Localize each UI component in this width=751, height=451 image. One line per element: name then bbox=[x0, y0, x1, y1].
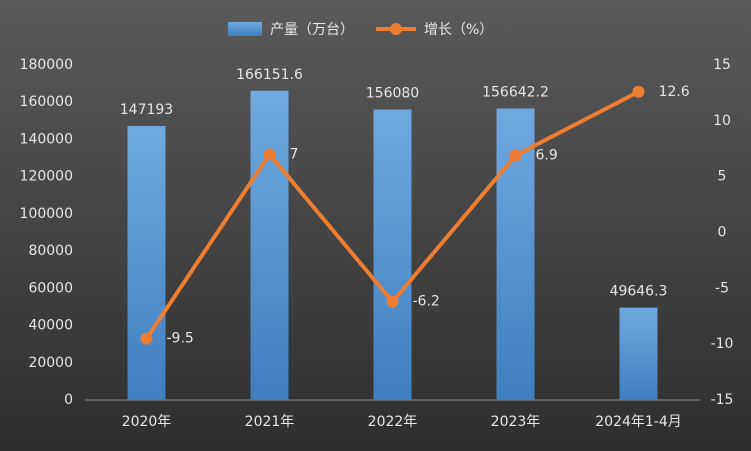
line-value-label: -6.2 bbox=[413, 294, 440, 310]
bar-value-label: 156080 bbox=[366, 86, 419, 102]
line-point bbox=[386, 295, 399, 308]
line-point bbox=[509, 149, 522, 162]
y2-tick-label: 15 bbox=[713, 57, 731, 73]
y-tick-label: 60000 bbox=[28, 280, 73, 296]
legend-swatch bbox=[390, 23, 402, 35]
y2-tick-label: -10 bbox=[711, 336, 734, 352]
y2-tick-label: -15 bbox=[711, 392, 734, 408]
bar-value-label: 156642.2 bbox=[482, 84, 549, 100]
y-tick-label: 140000 bbox=[20, 131, 73, 147]
bar-value-label: 166151.6 bbox=[236, 67, 303, 83]
y2-tick-label: 5 bbox=[718, 169, 727, 185]
y-tick-label: 80000 bbox=[28, 243, 73, 259]
y-tick-label: 40000 bbox=[28, 318, 73, 334]
line-value-label: -9.5 bbox=[167, 331, 194, 347]
x-tick-label: 2024年1-4月 bbox=[595, 414, 682, 430]
bar bbox=[250, 90, 289, 401]
line-value-label: 7 bbox=[290, 146, 299, 162]
y2-tick-label: 10 bbox=[713, 113, 731, 129]
line-value-label: 6.9 bbox=[536, 147, 558, 163]
bar bbox=[127, 126, 166, 401]
bar bbox=[373, 109, 412, 401]
y-tick-label: 120000 bbox=[20, 169, 73, 185]
line-value-label: 12.6 bbox=[659, 84, 690, 100]
x-tick-label: 2020年 bbox=[122, 414, 172, 430]
y-tick-label: 0 bbox=[64, 392, 73, 408]
y-tick-label: 160000 bbox=[20, 94, 73, 110]
y-tick-label: 180000 bbox=[20, 57, 73, 73]
y2-tick-label: -5 bbox=[715, 280, 729, 296]
line-point bbox=[263, 148, 276, 161]
bar-value-label: 49646.3 bbox=[610, 284, 668, 300]
legend-label: 产量（万台） bbox=[270, 22, 354, 38]
legend-label: 增长（%） bbox=[424, 22, 493, 38]
line-point bbox=[632, 85, 645, 98]
bar bbox=[619, 307, 658, 400]
line-point bbox=[140, 332, 153, 345]
x-tick-label: 2021年 bbox=[245, 414, 295, 430]
legend-swatch bbox=[228, 22, 262, 36]
y2-tick-label: 0 bbox=[718, 225, 727, 241]
y-tick-label: 20000 bbox=[28, 355, 73, 371]
bar-value-label: 147193 bbox=[120, 102, 173, 118]
y-tick-label: 100000 bbox=[20, 206, 73, 222]
x-tick-label: 2022年 bbox=[368, 414, 418, 430]
x-tick-label: 2023年 bbox=[491, 414, 541, 430]
